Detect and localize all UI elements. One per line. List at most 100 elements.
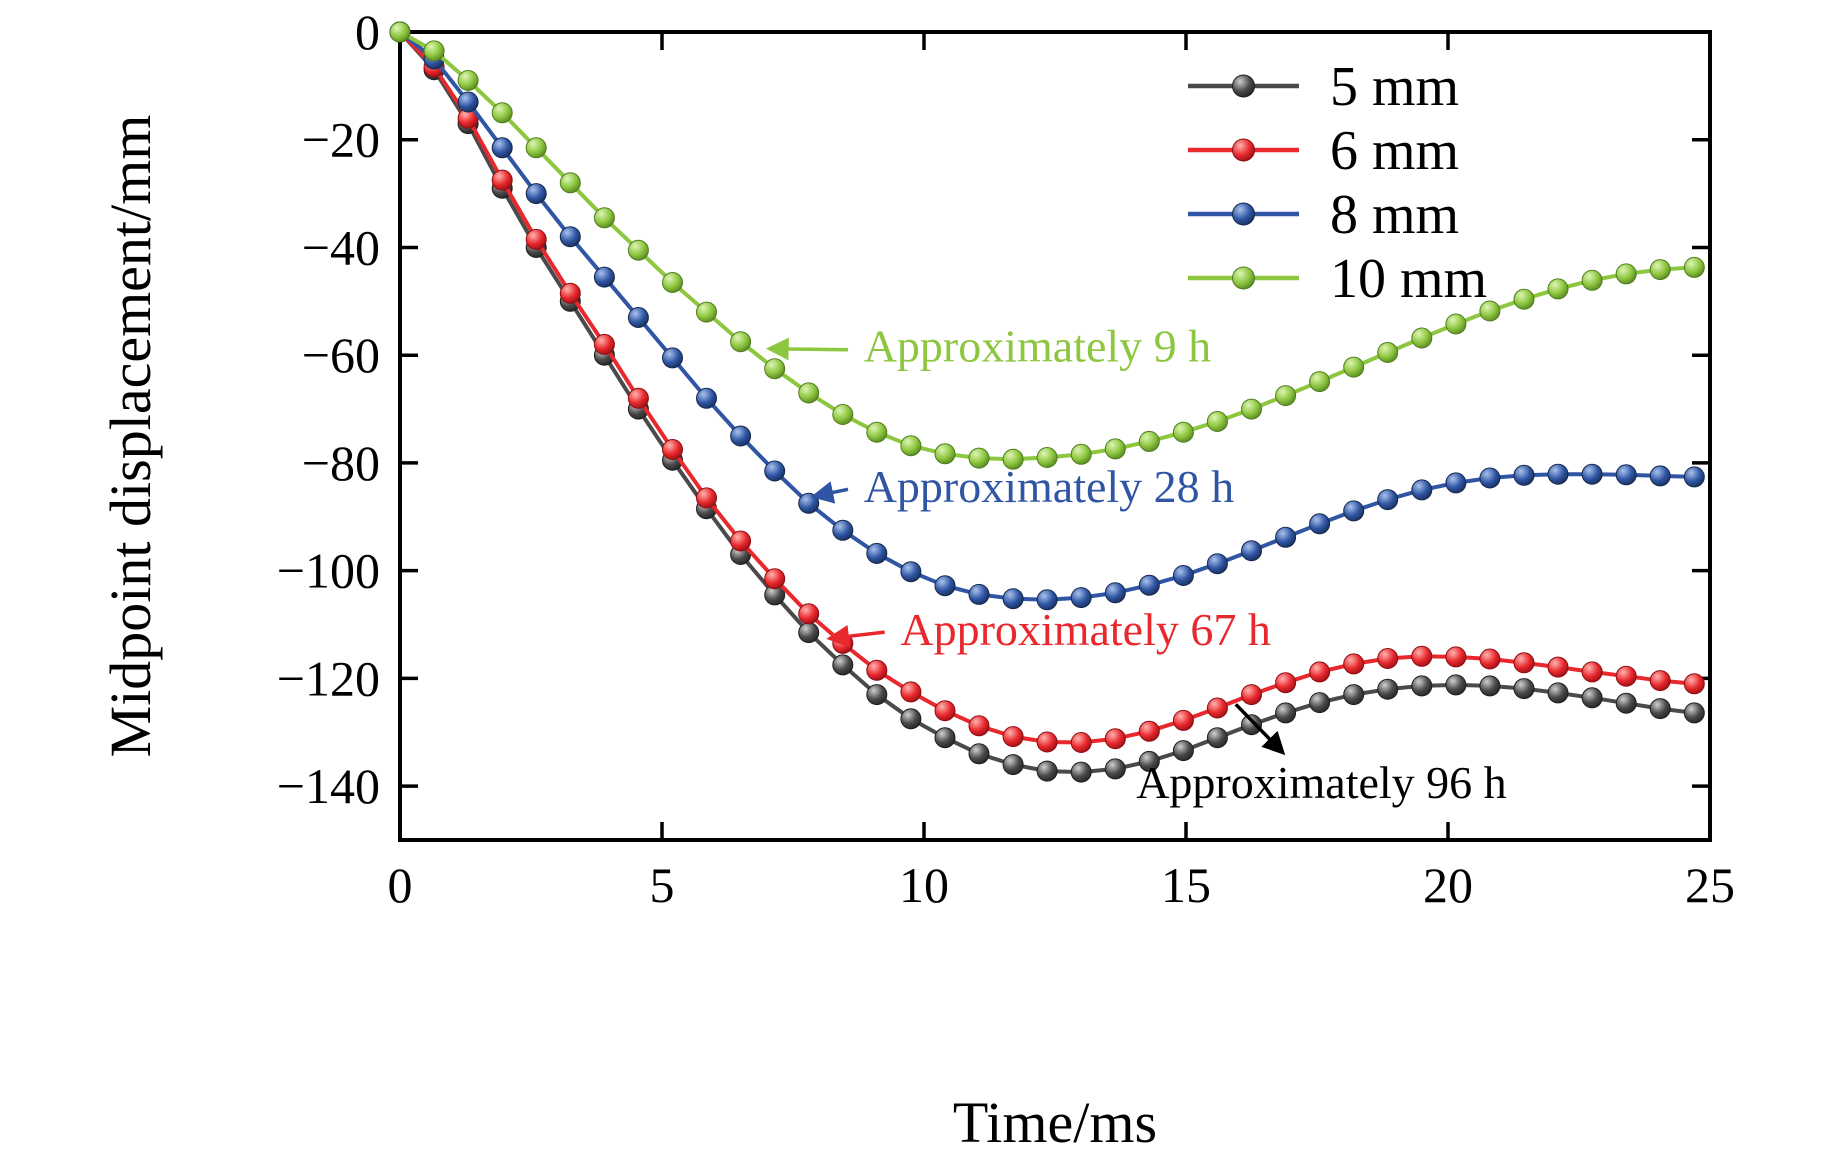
data-point-marker: [934, 575, 956, 597]
y-axis-title: Midpoint displacement/mm: [98, 115, 163, 758]
data-point-marker: [1445, 646, 1467, 668]
data-point-marker: [696, 387, 717, 409]
data-point-marker: [525, 183, 547, 205]
y-tick-label: −140: [277, 758, 380, 814]
y-tick-label: 0: [355, 4, 380, 60]
data-point-marker: [934, 443, 956, 465]
data-point-marker: [1479, 648, 1501, 670]
data-point-marker: [1581, 687, 1603, 709]
data-point-marker: [1309, 661, 1331, 683]
series-line-10mm: [398, 30, 1697, 462]
data-point-marker: [1547, 278, 1569, 300]
data-point-marker: [764, 568, 786, 590]
data-point-marker: [1547, 463, 1569, 485]
data-point-marker: [1172, 421, 1194, 443]
data-point-marker: [1070, 761, 1092, 783]
data-point-marker: [1036, 447, 1058, 468]
data-point-marker: [1513, 288, 1535, 310]
data-point-marker: [627, 307, 649, 328]
data-point-marker: [1513, 678, 1535, 700]
data-point-marker: [1206, 727, 1228, 749]
data-point-marker: [1411, 645, 1433, 667]
axis-tick-labels: 0 5 10 15 20 25 0 −20 −40 −60 −80 −100 −120 −140: [277, 4, 1735, 913]
legend-entry-8mm: 8 mm: [1188, 184, 1459, 246]
data-point-marker: [900, 435, 922, 457]
data-point-marker: [1172, 740, 1194, 762]
annotation-arrow: [826, 624, 885, 648]
data-point-marker: [1479, 675, 1501, 697]
data-point-marker: [1615, 665, 1637, 687]
data-point-marker: [798, 622, 820, 644]
data-point-marker: [1377, 342, 1399, 363]
annotation-text: Approximately 96 h: [1136, 757, 1507, 808]
data-point-marker: [1377, 648, 1399, 669]
data-point-marker: [1377, 678, 1399, 700]
data-point-marker: [1683, 702, 1705, 724]
data-point-marker: [798, 382, 820, 404]
data-point-marker: [1172, 565, 1194, 586]
legend-label: 10 mm: [1330, 248, 1487, 310]
data-point-marker: [1411, 675, 1433, 697]
data-point-marker: [1275, 385, 1297, 407]
data-point-marker: [764, 358, 786, 380]
data-point-marker: [1377, 489, 1399, 511]
data-point-marker: [1547, 682, 1569, 704]
data-point-marker: [1309, 513, 1331, 535]
data-point-marker: [1445, 674, 1467, 696]
data-point-marker: [1615, 263, 1637, 285]
data-point-marker: [934, 727, 956, 749]
data-point-marker: [1241, 714, 1262, 736]
data-point-marker: [525, 228, 547, 250]
data-point-marker: [1649, 698, 1671, 720]
annotation-text: Approximately 67 h: [900, 604, 1271, 655]
data-point-marker: [1070, 587, 1092, 609]
data-point-marker: [1138, 574, 1160, 596]
data-point-marker: [1241, 684, 1262, 706]
data-point-marker: [1479, 467, 1501, 489]
data-point-marker: [1581, 661, 1603, 683]
data-point-marker: [559, 172, 581, 194]
data-point-marker: [1275, 526, 1297, 548]
data-point-marker: [1479, 300, 1501, 322]
series-line-8mm: [398, 30, 1697, 602]
data-point-marker: [559, 282, 581, 304]
data-point-marker: [832, 519, 854, 541]
data-point-marker: [1206, 553, 1228, 575]
data-point-marker: [934, 700, 956, 722]
axis-ticks: [398, 30, 1712, 840]
data-point-marker: [662, 439, 683, 460]
data-point-marker: [593, 333, 615, 355]
annotation-arrow: [1234, 703, 1286, 756]
data-point-marker: [1070, 732, 1092, 753]
data-point-marker: [1581, 463, 1603, 485]
data-point-marker: [1206, 411, 1228, 432]
annotation-arrow: [810, 481, 849, 504]
data-point-marker: [1343, 356, 1365, 378]
x-tick-label: 5: [650, 857, 675, 913]
data-point-marker: [832, 404, 854, 425]
data-point-marker: [491, 137, 513, 159]
data-point-marker: [1649, 670, 1671, 692]
data-point-marker: [730, 425, 752, 447]
legend-label: 6 mm: [1330, 120, 1459, 182]
data-point-marker: [593, 207, 615, 229]
data-point-marker: [525, 137, 547, 159]
data-point-marker: [457, 91, 479, 113]
data-point-marker: [1002, 726, 1024, 748]
plot-frame: [398, 30, 1712, 842]
data-point-marker: [1649, 465, 1671, 487]
x-tick-label: 20: [1423, 857, 1473, 913]
x-tick-label: 15: [1161, 857, 1211, 913]
data-point-marker: [900, 681, 922, 703]
data-point-marker: [730, 331, 752, 353]
x-tick-label: 10: [899, 857, 949, 913]
data-point-marker: [730, 530, 752, 552]
data-point-marker: [866, 659, 888, 681]
data-point-marker: [1683, 673, 1705, 695]
data-point-marker: [1275, 672, 1297, 694]
data-point-marker: [1513, 652, 1535, 674]
data-point-marker: [832, 654, 854, 676]
